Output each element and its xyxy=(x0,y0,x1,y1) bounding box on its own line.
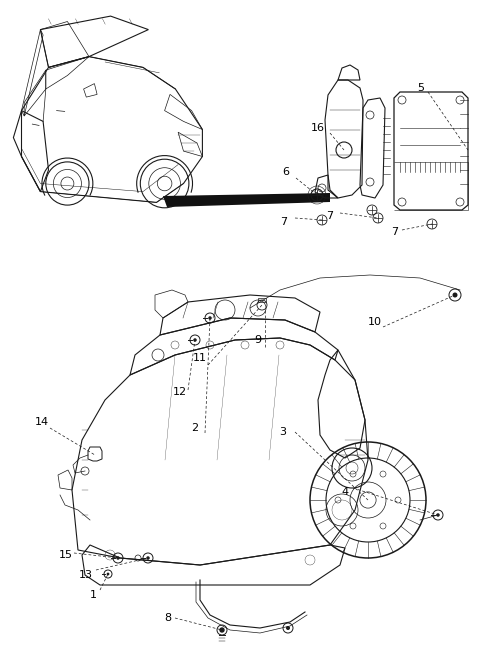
Circle shape xyxy=(436,513,440,517)
Text: 7: 7 xyxy=(280,217,288,227)
Text: 5: 5 xyxy=(418,83,424,93)
Text: 10: 10 xyxy=(368,317,382,327)
Text: 1: 1 xyxy=(89,590,96,600)
Circle shape xyxy=(193,338,197,342)
Text: 6: 6 xyxy=(283,167,289,177)
Circle shape xyxy=(146,556,150,560)
Circle shape xyxy=(208,317,212,320)
Text: 16: 16 xyxy=(311,123,325,133)
Text: 12: 12 xyxy=(173,387,187,397)
Text: 7: 7 xyxy=(326,211,334,221)
Circle shape xyxy=(107,573,109,575)
Text: 11: 11 xyxy=(193,353,207,363)
Circle shape xyxy=(286,626,290,630)
Text: 15: 15 xyxy=(59,550,73,560)
Text: 7: 7 xyxy=(391,227,398,237)
Text: 9: 9 xyxy=(254,335,262,345)
Text: 4: 4 xyxy=(341,487,348,497)
Circle shape xyxy=(220,628,224,632)
Text: 8: 8 xyxy=(165,613,171,623)
Polygon shape xyxy=(163,193,330,207)
Text: 13: 13 xyxy=(79,570,93,580)
Text: 3: 3 xyxy=(279,427,287,437)
Text: 2: 2 xyxy=(192,423,199,433)
Text: 14: 14 xyxy=(35,417,49,427)
Circle shape xyxy=(116,556,120,560)
Circle shape xyxy=(453,293,457,297)
